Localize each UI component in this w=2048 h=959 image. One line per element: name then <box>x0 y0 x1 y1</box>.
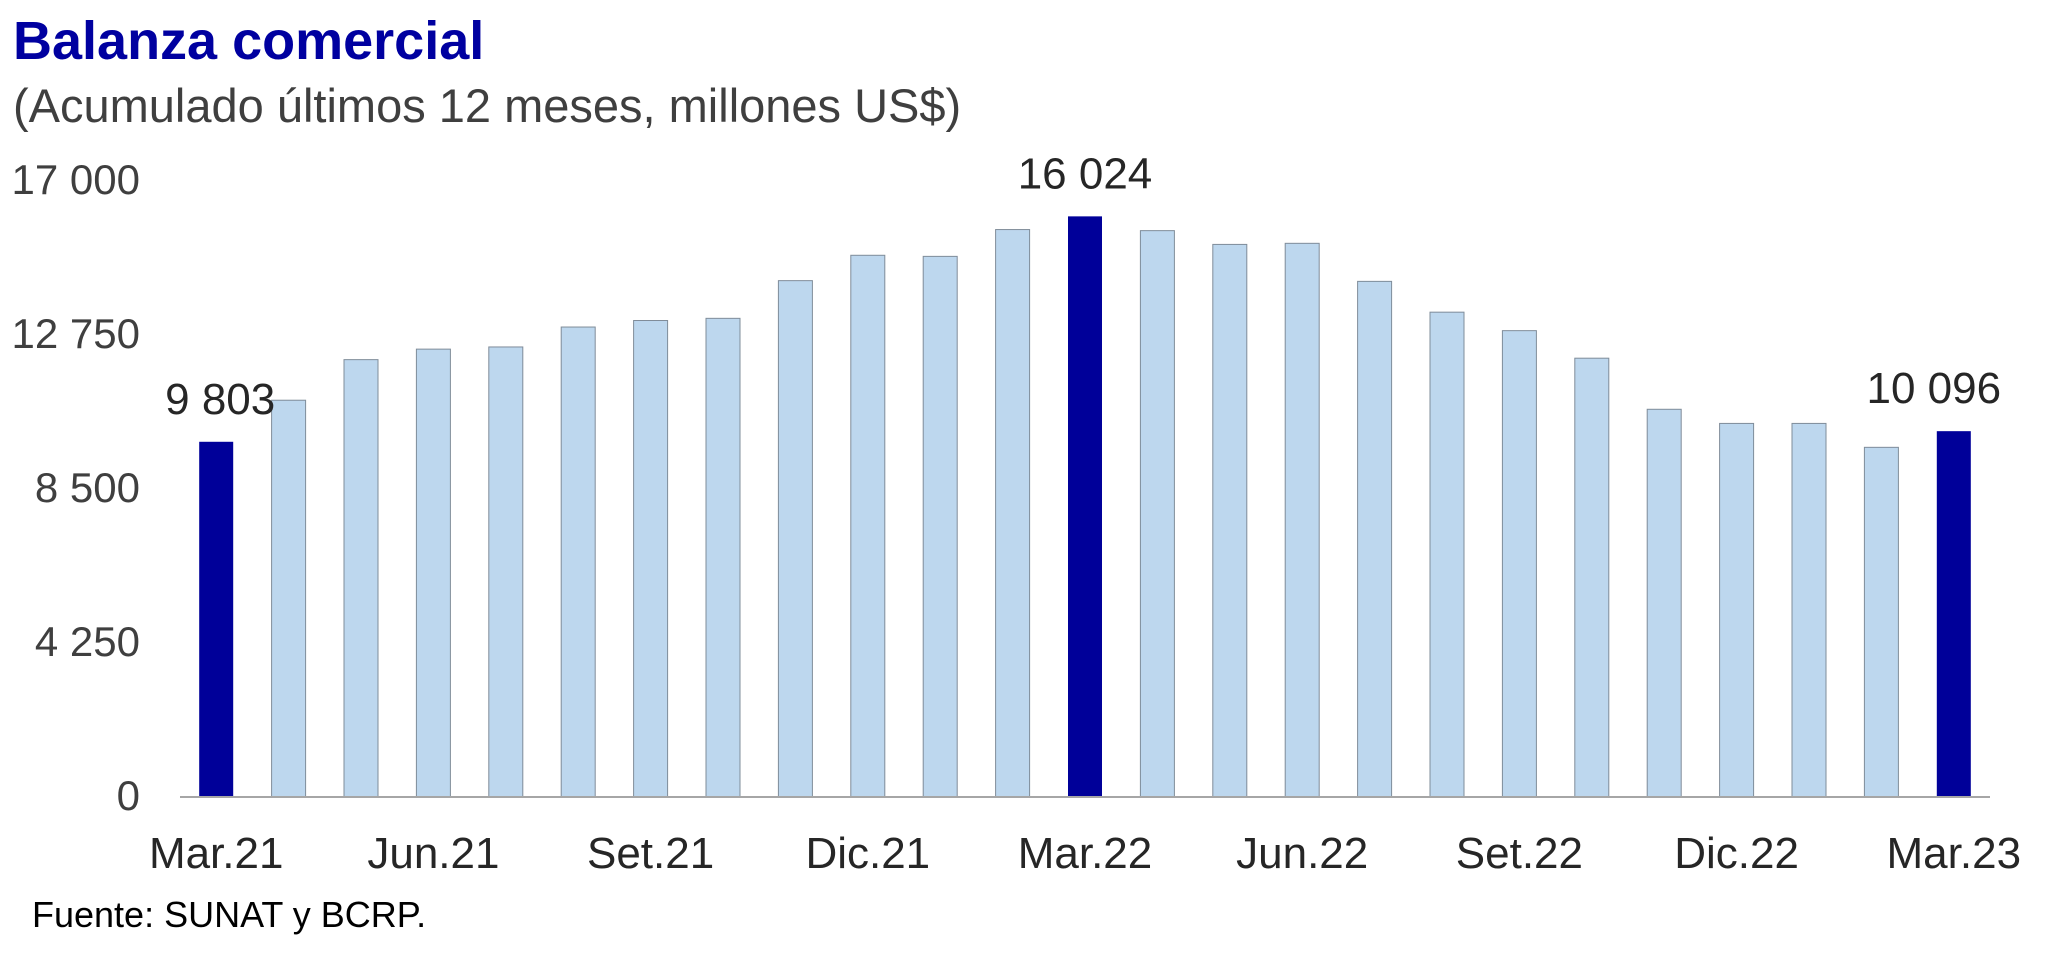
data-labels: 9 803 16 024 10 096 <box>165 149 2001 423</box>
bar-Nov.21 <box>777 280 813 798</box>
bar-Jul.21 <box>488 346 524 798</box>
bar-series <box>199 216 1971 798</box>
bar-Nov.22 <box>1646 408 1682 798</box>
bar-Dic.22 <box>1719 422 1755 798</box>
bar-Abr.22 <box>1139 230 1175 798</box>
data-label: 10 096 <box>1867 364 2002 413</box>
y-tick-label: 8 500 <box>35 464 140 511</box>
bar-Mar.23 <box>1936 431 1971 797</box>
y-tick-label: 17 000 <box>12 156 140 203</box>
y-tick-label: 4 250 <box>35 618 140 665</box>
chart-source: Fuente: SUNAT y BCRP. <box>32 894 427 935</box>
bar-May.21 <box>343 359 379 798</box>
x-tick-label: Jun.21 <box>367 829 499 878</box>
bar-Ene.23 <box>1791 422 1827 798</box>
bar-Set.21 <box>633 320 669 798</box>
x-tick-label: Dic.21 <box>805 829 930 878</box>
bar-Ago.22 <box>1429 311 1465 798</box>
bar-Oct.22 <box>1574 357 1610 798</box>
bar-Mar.22 <box>1068 216 1102 797</box>
x-tick-label: Mar.21 <box>149 829 284 878</box>
bar-Mar.21 <box>199 441 234 797</box>
y-tick-label: 0 <box>117 772 140 819</box>
x-tick-label: Set.21 <box>587 829 714 878</box>
x-tick-label: Jun.22 <box>1236 829 1368 878</box>
bar-May.22 <box>1212 243 1248 798</box>
bar-Oct.21 <box>705 317 741 798</box>
x-tick-label: Mar.23 <box>1887 829 2022 878</box>
bar-Dic.21 <box>850 254 886 798</box>
bar-Ene.22 <box>922 255 958 798</box>
y-tick-label: 12 750 <box>12 310 140 357</box>
bar-Feb.23 <box>1863 446 1899 798</box>
bar-Jun.22 <box>1284 242 1320 798</box>
bar-Jun.21 <box>415 348 451 798</box>
data-label: 16 024 <box>1018 149 1153 198</box>
x-tick-label: Dic.22 <box>1674 829 1799 878</box>
bar-Abr.21 <box>271 399 307 798</box>
chart-title: Balanza comercial <box>13 11 485 71</box>
bar-Jul.22 <box>1357 280 1393 798</box>
bar-Feb.22 <box>995 229 1031 798</box>
x-tick-label: Mar.22 <box>1018 829 1153 878</box>
bar-Ago.21 <box>560 326 596 798</box>
x-tick-label: Set.22 <box>1456 829 1583 878</box>
data-label: 9 803 <box>165 375 275 424</box>
x-axis: Mar.21 Jun.21 Set.21 Dic.21 Mar.22 Jun.22 Set.… <box>149 796 2022 878</box>
chart-subtitle: (Acumulado últimos 12 meses, millones US… <box>13 79 962 132</box>
bar-Set.22 <box>1501 330 1537 798</box>
y-axis: 0 4 250 8 500 12 750 17 000 <box>12 156 140 819</box>
